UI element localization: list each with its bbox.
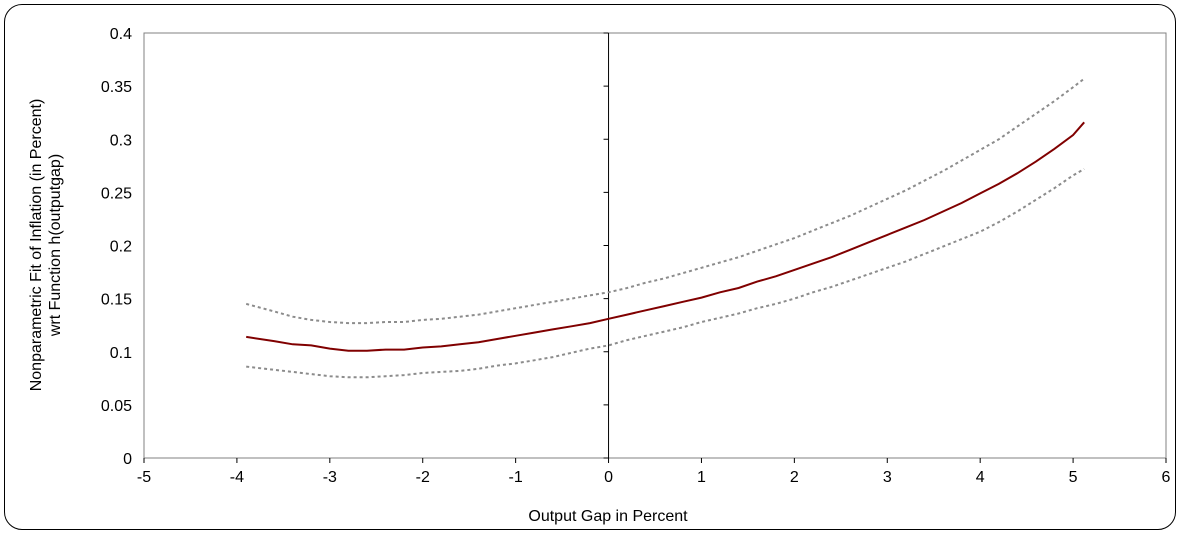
x-tick-label: 1 — [697, 469, 706, 486]
x-axis-ticks: -5 -4 -3 -2 -1 0 1 2 3 4 5 6 — [137, 458, 1171, 486]
y-tick-label: 0 — [123, 451, 132, 468]
y-tick-label: 0.2 — [110, 239, 132, 256]
series-upper-bound-line — [245, 77, 1085, 325]
x-tick-label: -5 — [137, 469, 151, 486]
x-tick-label: 0 — [604, 469, 613, 486]
series-lower-bound-line — [246, 168, 1085, 379]
y-axis-title-line-2: wrt Function h(outputgap) — [47, 154, 64, 337]
x-tick-label: -2 — [416, 469, 430, 486]
x-tick-label: 6 — [1162, 469, 1171, 486]
x-tick-label: -3 — [323, 469, 337, 486]
x-axis-title: Output Gap in Percent — [528, 508, 688, 525]
x-tick-label: 4 — [976, 469, 985, 486]
y-tick-label: 0.4 — [110, 26, 132, 43]
chart-frame — [4, 4, 1176, 530]
y-tick-label: 0.25 — [101, 185, 132, 202]
y-tick-label: 0.35 — [101, 79, 132, 96]
series-fit-line — [246, 121, 1085, 352]
y-tick-label: 0.15 — [101, 292, 132, 309]
plot-area-border — [143, 32, 1167, 459]
x-tick-label: 5 — [1069, 469, 1078, 486]
y-tick-label: 0.05 — [101, 398, 132, 415]
y-tick-label: 0.1 — [110, 345, 132, 362]
y-axis-ticks: 0 0.05 0.1 0.15 0.2 0.25 0.3 0.35 0.4 — [101, 26, 609, 468]
series-layer — [245, 77, 1085, 379]
x-tick-label: 2 — [790, 469, 799, 486]
x-tick-label: -1 — [509, 469, 523, 486]
y-tick-label: 0.3 — [110, 132, 132, 149]
x-tick-label: 3 — [883, 469, 892, 486]
x-tick-label: -4 — [230, 469, 244, 486]
y-axis-title-line-1: Nonparametric Fit of Inflation (in Perce… — [28, 99, 45, 392]
